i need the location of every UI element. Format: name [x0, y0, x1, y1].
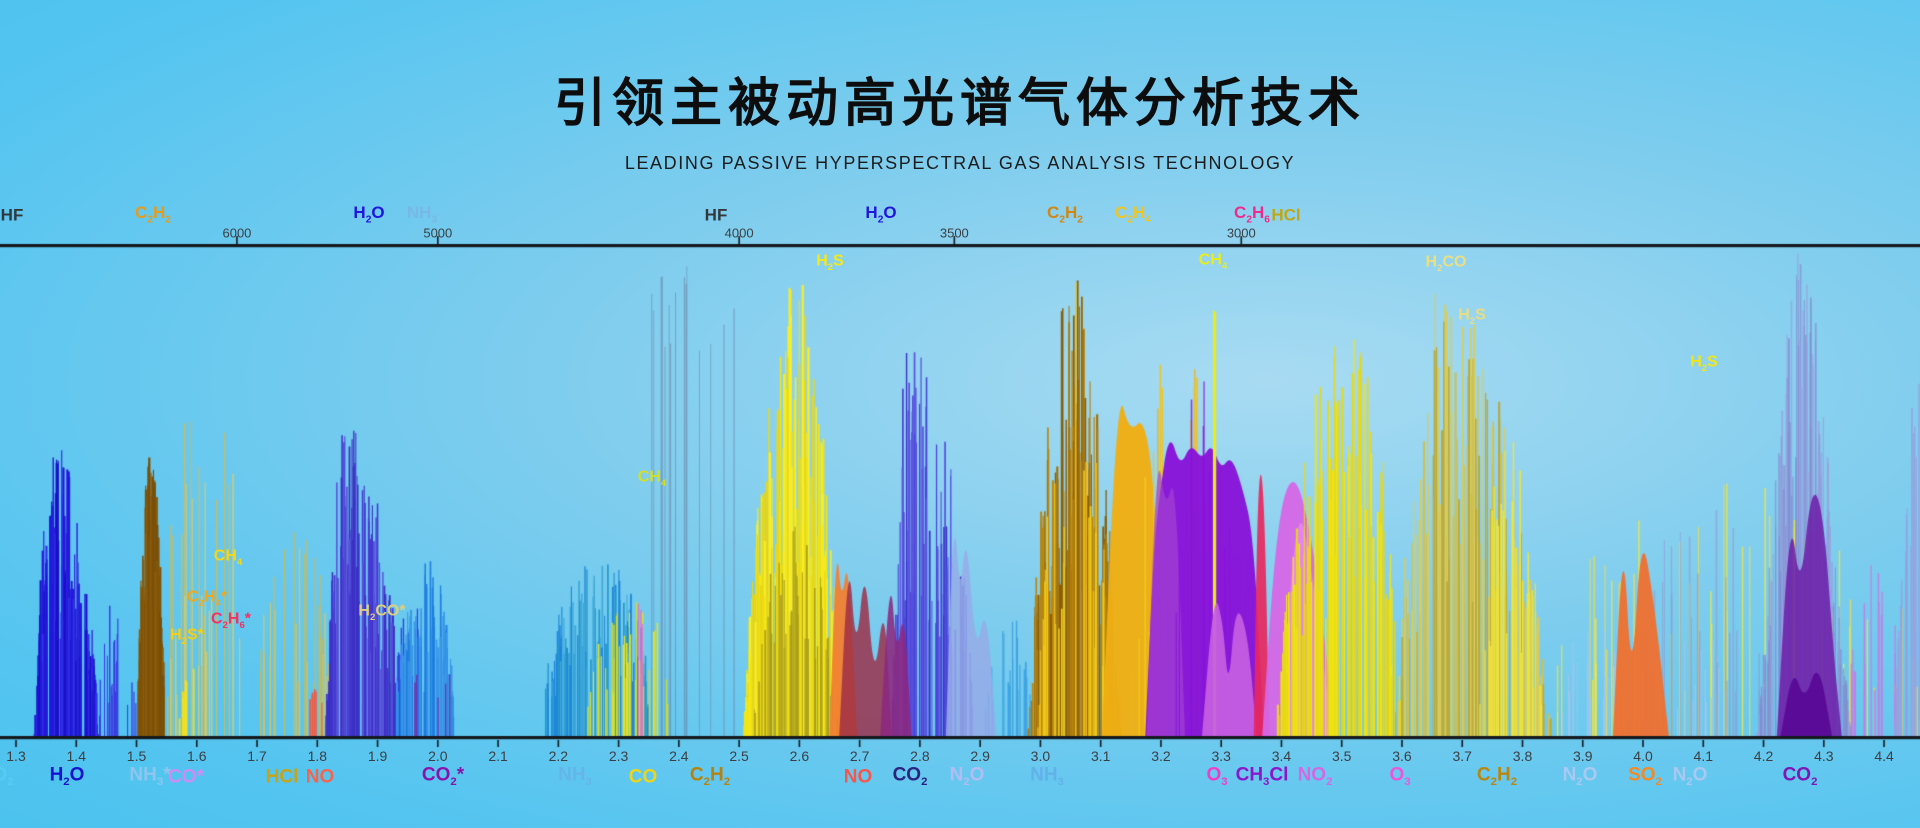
- label-h2s-0: H2S: [816, 252, 844, 273]
- axis-tick-2-5: 2.5: [729, 748, 749, 764]
- label-h2co-2: H2CO: [1425, 253, 1467, 274]
- axis-tick-3-2: 3.2: [1151, 748, 1171, 764]
- label-nh3-7: NH3: [558, 764, 592, 789]
- axis-tick-2-3: 2.3: [608, 748, 629, 764]
- axis-tick-3000: 3000: [1226, 225, 1256, 241]
- page-title: 引领主被动高光谱气体分析技术: [553, 75, 1366, 133]
- axis-tick-2-9: 2.9: [970, 748, 990, 764]
- label-o2-0: O2: [0, 765, 14, 789]
- label-co2-star-6: CO2*: [421, 764, 465, 789]
- label-hcl-4: HCl: [265, 766, 299, 788]
- axis-tick-1-5: 1.5: [126, 748, 147, 764]
- label-o3-17: O3: [1389, 764, 1411, 789]
- label-hcl-9: HCl: [1271, 205, 1301, 225]
- axis-tick-1-3: 1.3: [6, 748, 26, 764]
- label-h2o-2: H2O: [353, 203, 385, 226]
- axis-tick-2-7: 2.7: [849, 748, 870, 764]
- axis-tick-2-1: 2.1: [488, 748, 508, 764]
- label-o3-14: O3: [1206, 764, 1228, 789]
- label-hf-0: HF: [0, 205, 24, 225]
- label-c2h2-18: C2H2: [1476, 764, 1518, 789]
- axis-tick-3-8: 3.8: [1512, 748, 1533, 764]
- label-n2o-12: N2O: [949, 764, 985, 789]
- label-nh3-3: NH3: [406, 203, 438, 226]
- axis-tick-1-6: 1.6: [187, 748, 207, 764]
- axis-tick-4-0: 4.0: [1633, 748, 1653, 764]
- axis-tick-5000: 5000: [423, 225, 453, 241]
- axis-tick-1-8: 1.8: [307, 748, 328, 764]
- label-nh3-star-2: NH3*: [129, 764, 171, 789]
- axis-tick-2-2: 2.2: [548, 748, 569, 764]
- label-n2o-19: N2O: [1562, 764, 1598, 789]
- label-c2h4-star-7: C2H4*: [186, 588, 228, 609]
- axis-tick-3-7: 3.7: [1452, 748, 1472, 764]
- label-no2-16: NO2: [1297, 764, 1333, 789]
- axis-tick-6000: 6000: [222, 225, 252, 241]
- label-ch3cl-15: CH3Cl: [1235, 764, 1289, 789]
- axis-tick-3-5: 3.5: [1331, 748, 1352, 764]
- label-co-8: CO: [628, 766, 658, 788]
- label-c2h6-star-8: C2H6*: [210, 610, 252, 631]
- label-c2h2-9: C2H2: [689, 764, 731, 789]
- label-ch4-5: CH4: [637, 468, 667, 489]
- label-c2h4-7: C2H4: [1115, 203, 1151, 226]
- label-c2h6-8: C2H6: [1234, 203, 1270, 226]
- axis-tick-3500: 3500: [939, 225, 969, 241]
- label-co2-11: CO2: [892, 764, 928, 789]
- axis-tick-4-1: 4.1: [1693, 748, 1713, 764]
- axis-tick-2-6: 2.6: [789, 748, 810, 764]
- page-subtitle: LEADING PASSIVE HYPERSPECTRAL GAS ANALYS…: [624, 153, 1296, 173]
- label-hf-4: HF: [704, 205, 728, 225]
- label-n2o-21: N2O: [1672, 764, 1708, 789]
- axis-tick-4000: 4000: [724, 225, 754, 241]
- axis-tick-3-9: 3.9: [1573, 748, 1593, 764]
- axis-tick-1-4: 1.4: [66, 748, 86, 764]
- label-h2s-star-9: H2S*: [170, 626, 204, 647]
- label-h2co-star-10: H2CO*: [358, 602, 406, 623]
- label-h2s-4: H2S: [1690, 353, 1718, 374]
- label-ch4-6: CH4: [213, 547, 243, 568]
- axis-tick-3-0: 3.0: [1030, 748, 1051, 764]
- label-h2o-1: H2O: [49, 764, 85, 789]
- axis-tick-4-3: 4.3: [1814, 748, 1834, 764]
- axis-tick-1-7: 1.7: [247, 748, 267, 764]
- axis-tick-3-4: 3.4: [1271, 748, 1292, 764]
- axis-tick-3-6: 3.6: [1392, 748, 1412, 764]
- axis-tick-1-9: 1.9: [367, 748, 388, 764]
- label-no-5: NO: [305, 766, 335, 788]
- axis-tick-4-2: 4.2: [1753, 748, 1774, 764]
- label-nh3-13: NH3: [1030, 764, 1064, 789]
- axis-tick-2-0: 2.0: [428, 748, 448, 764]
- label-c2h2-1: C2H2: [135, 203, 171, 226]
- axis-tick-3-1: 3.1: [1090, 748, 1111, 764]
- label-ch4-1: CH4: [1198, 251, 1228, 272]
- label-no-10: NO: [843, 766, 873, 788]
- axis-tick-2-4: 2.4: [669, 748, 689, 764]
- axis-tick-4-4: 4.4: [1874, 748, 1894, 764]
- axis-tick-2-8: 2.8: [910, 748, 930, 764]
- label-co2-22: CO2: [1782, 764, 1818, 789]
- label-c2h2-6: C2H2: [1047, 203, 1083, 226]
- label-h2s-3: H2S: [1458, 306, 1486, 327]
- label-so2-20: SO2: [1628, 764, 1662, 789]
- axis-tick-3-3: 3.3: [1211, 748, 1231, 764]
- label-h2o-5: H2O: [865, 203, 897, 226]
- label-co-star-3: CO*: [168, 766, 204, 788]
